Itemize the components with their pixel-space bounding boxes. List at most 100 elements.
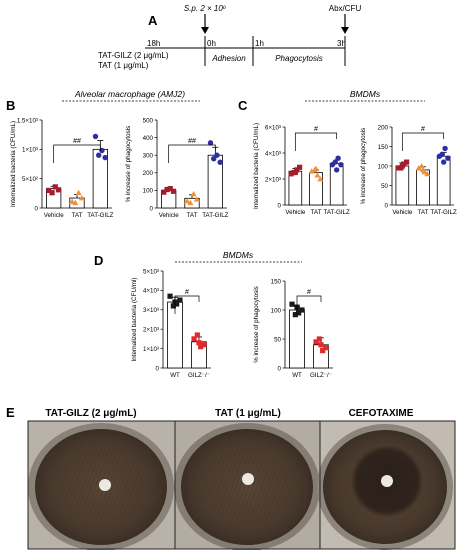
y-tick-label: 2×10³	[265, 176, 281, 183]
agar-texture	[181, 429, 313, 545]
data-point	[323, 345, 329, 351]
time-18h: 18h	[147, 39, 160, 48]
plate-tat	[174, 421, 320, 550]
time-1h: 1h	[255, 39, 264, 48]
panel-letter-e: E	[6, 405, 15, 420]
data-point	[316, 336, 322, 342]
data-point	[214, 152, 220, 158]
y-tick-label: 1.5×10³	[17, 117, 38, 124]
data-point	[164, 186, 170, 193]
chart-c-phagocytosis: 0 50 100 150 200 % increase of phagocytosis Ve…	[360, 124, 457, 216]
y-tick-label: 5×10²	[22, 176, 38, 183]
plate-cefotaxime	[317, 421, 455, 550]
y-tick-label: 100	[378, 163, 389, 170]
antibiotic-disc	[381, 475, 393, 487]
y-tick-label: 500	[143, 117, 154, 124]
treatment-tat: TAT (1 μg/mL)	[98, 61, 149, 70]
title-d: BMDMs	[223, 250, 254, 260]
phase-adhesion: Adhesion	[211, 54, 246, 63]
panel-letter-c: C	[238, 98, 248, 113]
data-point	[318, 342, 324, 348]
y-tick-label: 50	[274, 336, 281, 343]
significance-label: ##	[188, 138, 196, 145]
data-point	[313, 339, 319, 345]
y-tick-label: 50	[381, 183, 388, 190]
y-tick-label: 0	[156, 365, 160, 372]
x-tick-label: GILZ⁻/⁻	[188, 372, 210, 379]
chart-d-cfu: 0 1×10³ 2×10³ 3×10³ 4×10³ 5×10³ Internalized b…	[131, 268, 211, 379]
y-tick-label: 200	[378, 124, 389, 131]
data-point	[395, 165, 401, 171]
y-tick-label: 300	[143, 153, 154, 160]
y-tick-label: 6×10³	[265, 124, 281, 131]
data-point	[167, 186, 173, 192]
y-axis-label: % increase of phagocytosis	[125, 126, 132, 203]
plate-label-tat: TAT (1 μg/mL)	[215, 408, 281, 419]
time-0h: 0h	[207, 39, 216, 48]
data-point	[170, 188, 177, 194]
data-point	[332, 159, 338, 165]
y-tick-label: 400	[143, 135, 154, 142]
data-point	[320, 348, 326, 354]
data-point	[217, 159, 223, 165]
data-point	[420, 166, 426, 173]
data-point	[194, 332, 200, 338]
data-point	[177, 297, 183, 303]
data-point	[190, 190, 197, 197]
time-3h: 3h	[337, 39, 346, 48]
x-tick-label: WT	[170, 372, 180, 379]
y-tick-label: 1×10³	[22, 147, 38, 154]
data-point	[404, 159, 410, 165]
data-point	[314, 172, 321, 178]
significance-label: #	[307, 289, 311, 296]
panel-letter-b: B	[6, 98, 15, 113]
data-point	[292, 312, 298, 318]
infection-label: S.p. 2 × 10⁶	[184, 4, 227, 13]
y-tick-label: 100	[271, 307, 282, 314]
data-point	[55, 187, 62, 193]
y-axis-label: Internalized bacteria (CFU/ml)	[131, 278, 138, 362]
y-tick-label: 5×10³	[143, 268, 159, 275]
infection-arrowhead	[201, 27, 209, 34]
data-point	[207, 140, 214, 146]
significance-bracket	[401, 132, 445, 151]
chart-b-phagocytosis: 0 100 200 300 400 500 % increase of phagocytos…	[125, 117, 229, 219]
abx-label: Abx/CFU	[329, 4, 362, 13]
data-point	[289, 301, 295, 307]
data-point	[52, 184, 58, 190]
plate-label-tat-gilz: TAT-GILZ (2 μg/mL)	[45, 408, 136, 419]
x-tick-label: TAT-GILZ	[324, 209, 350, 216]
y-tick-label: 3×10³	[143, 307, 159, 314]
significance-bracket	[168, 144, 216, 163]
data-point	[198, 344, 204, 350]
significance-bracket	[294, 132, 338, 151]
data-point	[317, 176, 324, 182]
antibiotic-disc	[99, 479, 111, 491]
y-tick-label: 150	[378, 144, 389, 151]
y-tick-label: 100	[143, 188, 154, 195]
plate-label-cefotaxime: CEFOTAXIME	[349, 408, 414, 419]
data-point	[92, 133, 99, 140]
plates: TAT-GILZ (2 μg/mL) TAT (1 μg/mL) CEFOTAX…	[27, 408, 456, 550]
bar	[289, 309, 305, 369]
data-point	[445, 155, 451, 161]
x-tick-label: TAT-GILZ	[87, 212, 113, 219]
data-point	[424, 170, 431, 177]
data-point	[69, 198, 76, 204]
data-point	[288, 171, 294, 177]
data-point	[191, 336, 197, 342]
x-tick-label: TAT-GILZ	[202, 212, 228, 219]
data-point	[439, 151, 445, 157]
data-point	[201, 342, 207, 348]
data-point	[296, 310, 302, 316]
y-tick-label: 0	[278, 365, 282, 372]
y-tick-label: 0	[150, 205, 154, 212]
significance-bracket	[296, 295, 322, 314]
data-point	[75, 189, 82, 196]
y-tick-label: 1×10³	[143, 346, 159, 353]
significance-bracket	[53, 144, 101, 163]
x-tick-label: TAT	[72, 212, 83, 219]
x-tick-label: TAT	[311, 209, 322, 216]
timeline: S.p. 2 × 10⁶ Abx/CFU 18h 0h 1h 3h TAT-GI…	[98, 4, 361, 70]
